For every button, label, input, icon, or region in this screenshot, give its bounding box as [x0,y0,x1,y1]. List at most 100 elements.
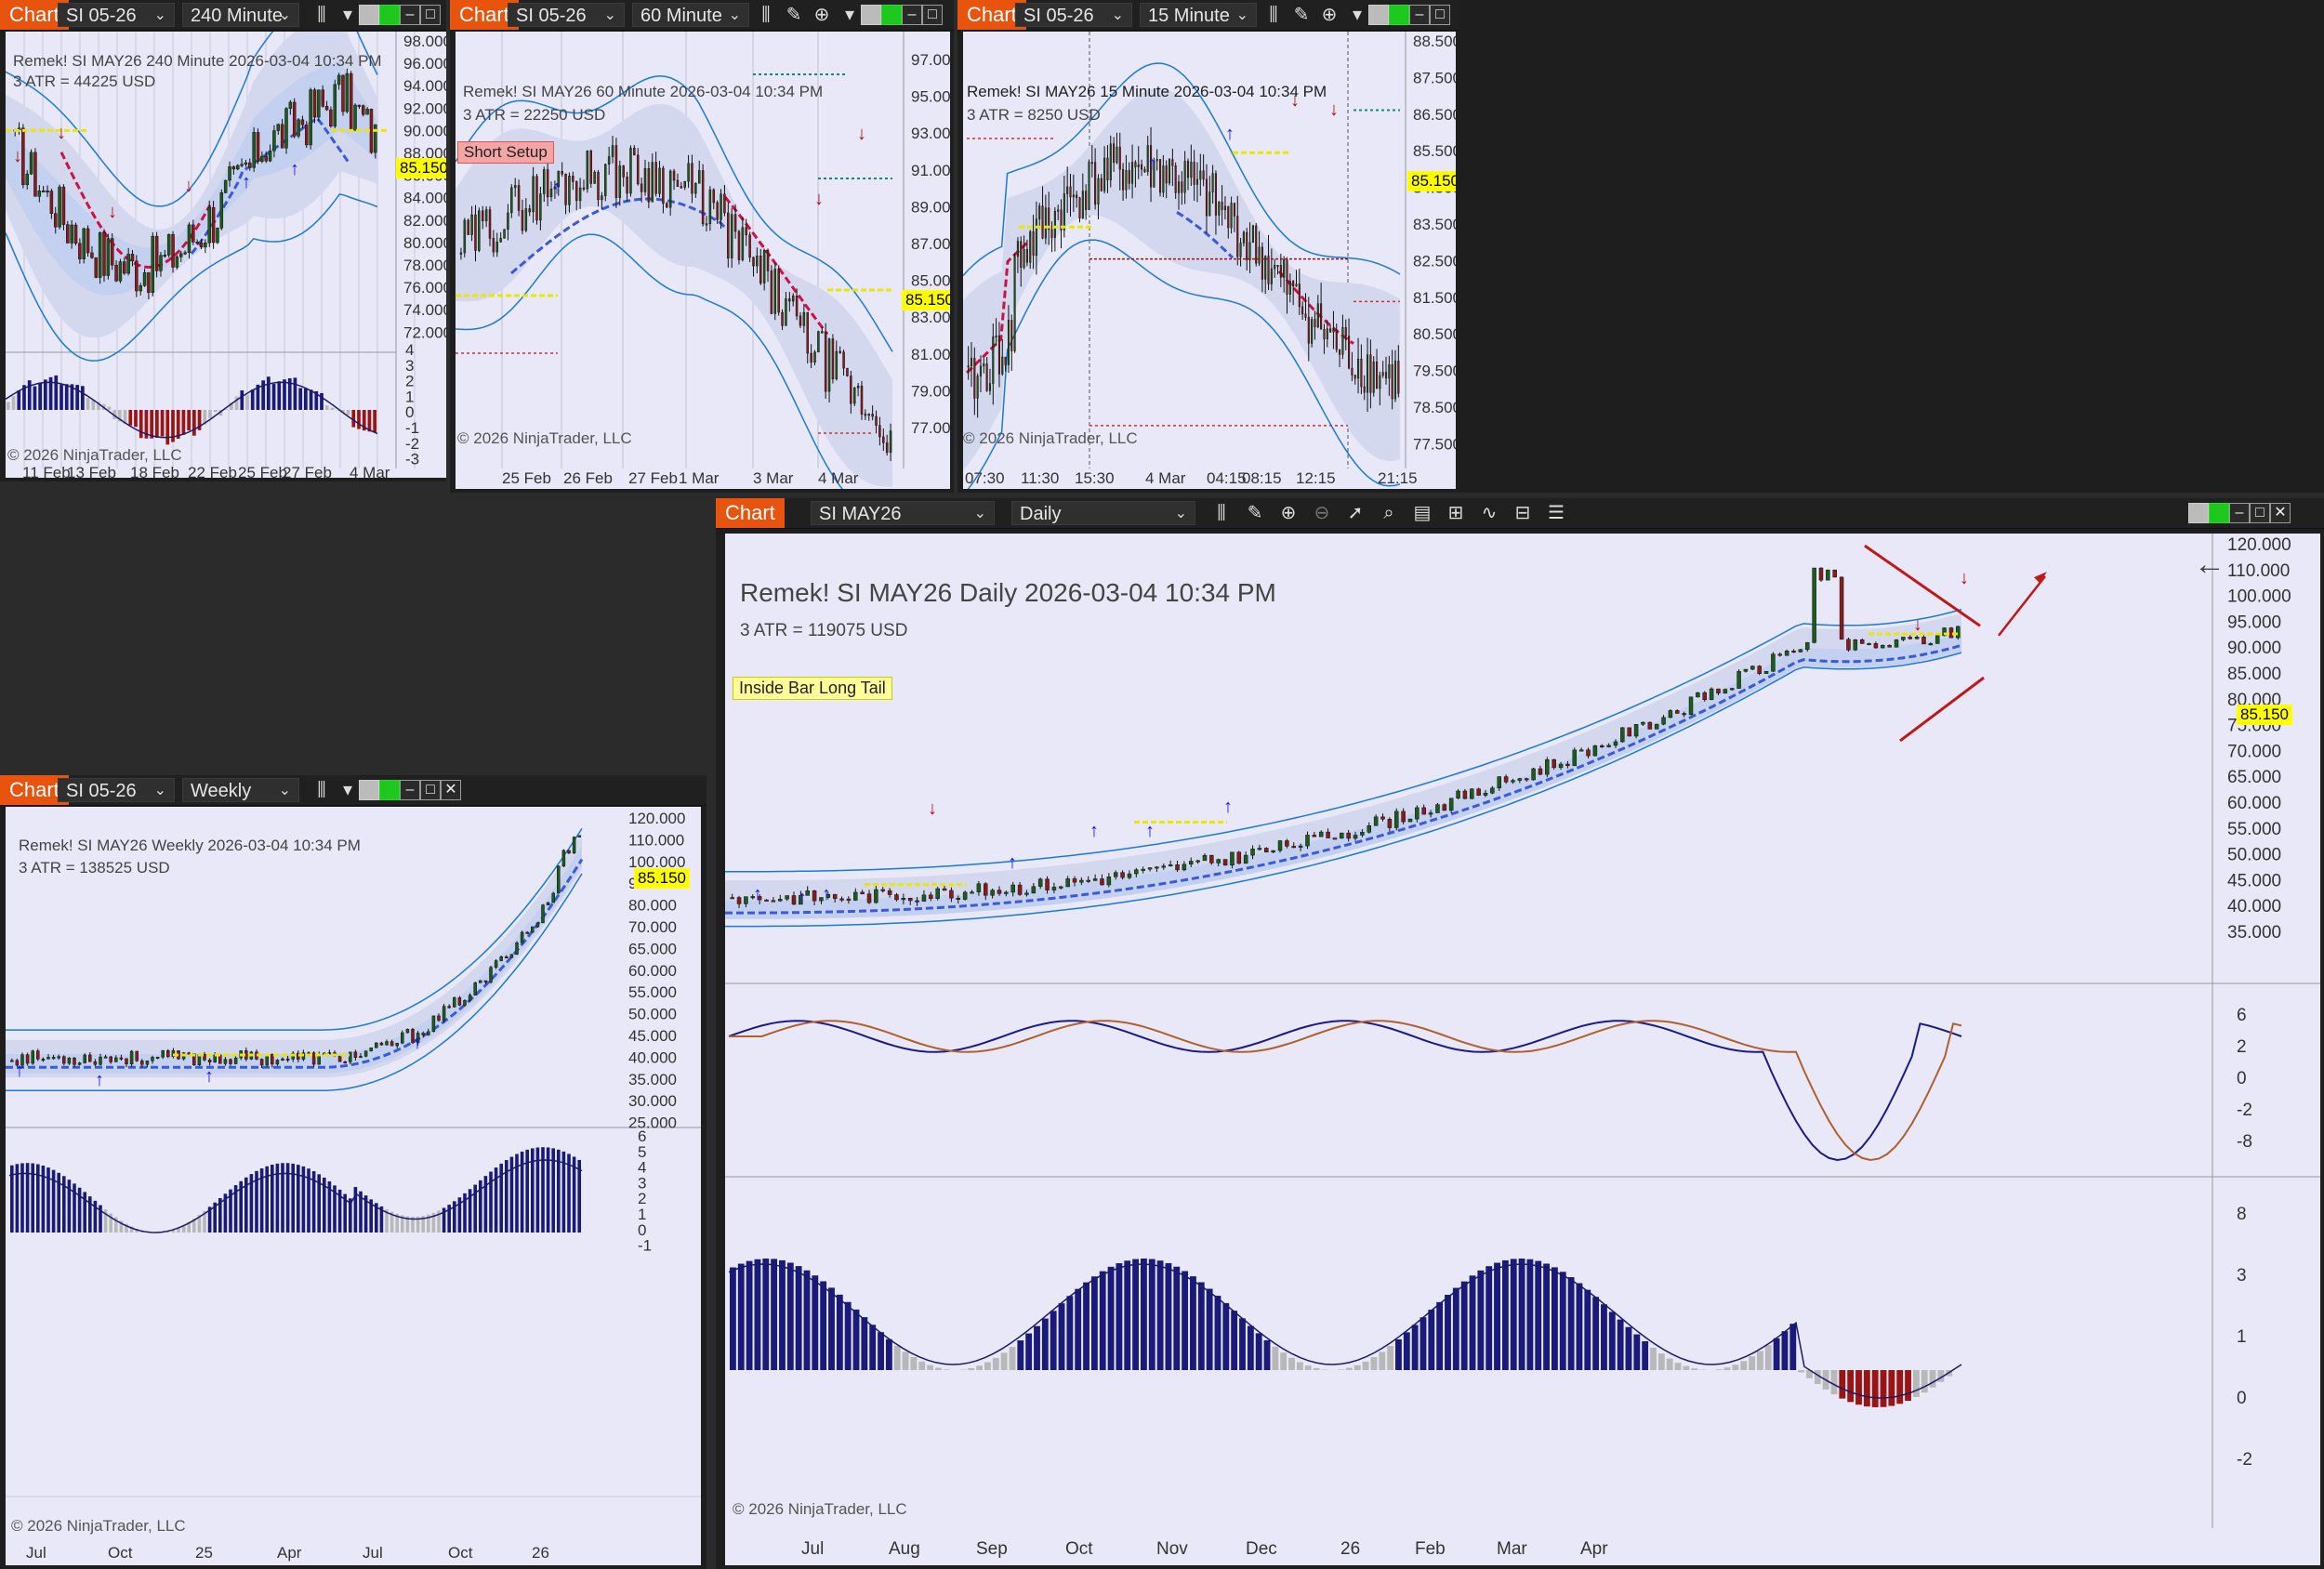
minimize-icon[interactable]: – [1409,5,1430,25]
instrument-selector[interactable]: SI 05-26 ⌄ [1015,3,1132,27]
minimize-icon[interactable]: – [400,5,420,25]
chart-canvas[interactable]: ↑↑↑↑120.000110.000100.00090.00080.00070.… [6,807,701,1565]
chart-canvas[interactable]: ↑ ↓ ↓ 97.000 95.000 93.000 91.000 89.000 87.000 8… [456,32,950,489]
oscillator-bar [59,384,63,410]
pointer-icon[interactable]: ➚ [1347,503,1364,523]
indicators-icon[interactable]: ∿ [1481,503,1498,523]
chart-canvas[interactable]: ↑ ↑ ↑ ↑ ↑ ↑ ↑ ↓ ↓ ↓ 120.000 110.000 100.000 95.000 90.… [725,534,2320,1565]
chart-canvas[interactable]: ↓ ↓ ↓ ↓ ↑ ↑ 98.000 96.000 94.000 92.000 90.000 88.0… [6,32,446,478]
close-icon[interactable]: ✕ [2270,503,2291,523]
chart-tab[interactable]: Chart [957,0,1026,30]
chart-tab[interactable]: Chart [450,0,519,30]
candle-body [1221,202,1223,210]
minimize-icon[interactable]: – [902,5,922,25]
oscillator-bar [22,385,26,410]
bar-style-icon[interactable]: ⫼ [1269,5,1278,25]
strategies-icon[interactable]: ⊞ [1447,503,1464,523]
chart-panel[interactable]: ↑ ↑ ↑ ↑ ↑ ↑ ↑ ↓ ↓ ↓ 120.000 110.000 100.000 95.000 90.… [725,534,2320,1565]
oscillator-bar [1592,1297,1600,1370]
candle-body [405,1028,410,1034]
oscillator-bar [327,1181,332,1233]
templates-icon[interactable]: ⊟ [1514,503,1531,523]
candle-body [1291,846,1296,849]
interval-selector[interactable]: 240 Minute ⌄ [182,3,299,27]
chart-panel[interactable]: ↑↑↑↑120.000110.000100.00090.00080.00070.… [6,807,701,1565]
instrument-selector[interactable]: SI 05-26 ⌄ [508,3,625,27]
chevron-down-icon[interactable]: ▾ [342,5,353,25]
oscillator-bar [320,392,324,410]
candle-body [1586,749,1591,757]
oscillator-bar [166,1231,170,1233]
minimize-icon[interactable]: – [400,780,420,800]
interval-selector[interactable]: 15 Minute ⌄ [1140,3,1257,27]
candle-body [1242,231,1245,244]
interval-selector[interactable]: 60 Minute ⌄ [632,3,749,27]
chart-tab[interactable]: Chart [716,498,785,528]
link-green-button[interactable] [379,780,400,800]
data-box-icon[interactable]: ⌕ [1383,503,1394,523]
maximize-icon[interactable]: □ [420,5,441,25]
interval-selector[interactable]: Weekly ⌄ [182,778,299,802]
draw-tool-icon[interactable]: ✎ [1293,5,1310,25]
chart-canvas[interactable]: ↑↑↓↓88.50087.50086.50085.50084.50083.500… [963,32,1456,489]
tab-gray-button[interactable] [359,780,379,800]
chart-panel[interactable]: ↑ ↓ ↓ 97.000 95.000 93.000 91.000 89.000 87.000 8… [456,32,950,489]
chart-tab[interactable]: Chart [0,0,69,30]
instrument-selector[interactable]: SI MAY26 ⌄ [811,501,995,525]
chevron-down-icon[interactable]: ▾ [844,5,855,25]
link-green-button[interactable] [881,5,902,25]
bar-style-icon[interactable]: ⫼ [317,780,326,800]
draw-tool-icon[interactable]: ✎ [1247,503,1263,523]
tab-gray-button[interactable] [2188,503,2209,523]
oscillator-bar [525,1149,529,1233]
minimize-icon[interactable]: – [2229,503,2250,523]
zoom-in-icon[interactable]: ⊕ [813,5,830,25]
tab-gray-button[interactable] [1368,5,1389,25]
candle-body [1620,727,1625,743]
zoom-in-icon[interactable]: ⊕ [1280,503,1297,523]
tab-gray-button[interactable] [359,5,379,25]
bar-style-icon[interactable]: ⫼ [1217,503,1226,523]
chevron-down-icon[interactable]: ▾ [1352,5,1363,25]
oscillator-bar [1436,1301,1444,1370]
link-green-button[interactable] [379,5,400,25]
tab-gray-button[interactable] [861,5,881,25]
draw-tool-icon[interactable]: ✎ [786,5,802,25]
candle-body [1641,721,1645,725]
candle-body [1859,639,1865,644]
chart-tab[interactable]: Chart [0,775,69,805]
maximize-icon[interactable]: □ [922,5,943,25]
oscillator-bar [250,389,255,410]
maximize-icon[interactable]: □ [420,780,441,800]
candle-body [878,425,881,438]
back-arrow-icon[interactable]: ← [2194,547,2225,582]
chevron-down-icon[interactable]: ▾ [342,780,353,800]
oscillator-bar [1518,1259,1525,1370]
maximize-icon[interactable]: □ [2250,503,2270,523]
bar-style-icon[interactable]: ⫼ [761,5,771,25]
interval-selector[interactable]: Daily ⌄ [1011,501,1195,525]
maximize-icon[interactable]: □ [1430,5,1450,25]
zoom-in-icon[interactable]: ⊕ [1321,5,1338,25]
candle-body [1901,637,1906,640]
copyright: © 2026 NinjaTrader, LLC [963,429,1138,447]
candle-body [567,850,571,854]
link-green-button[interactable] [1389,5,1409,25]
zoom-out-icon[interactable]: ⊖ [1314,503,1330,523]
bar-style-icon[interactable]: ⫼ [317,5,326,25]
chart-panel[interactable]: ↑↑↓↓88.50087.50086.50085.50084.50083.500… [963,32,1456,489]
candle-body [578,187,582,202]
oscillator-bar [15,1164,20,1233]
candle-body [551,892,555,903]
upper-band-line [6,827,583,1031]
close-icon[interactable]: ✕ [441,780,461,800]
oscillator-bar [1773,1338,1780,1370]
instrument-list-icon[interactable]: ☰ [1548,503,1565,523]
link-green-button[interactable] [2209,503,2229,523]
instrument-selector[interactable]: SI 05-26 ⌄ [58,778,175,802]
chart-panel[interactable]: ↓ ↓ ↓ ↓ ↑ ↑ 98.000 96.000 94.000 92.000 90.000 88.0… [6,32,446,478]
candle-body [25,173,29,186]
candle-body [716,202,719,220]
properties-icon[interactable]: ▤ [1413,503,1432,523]
instrument-selector[interactable]: SI 05-26 ⌄ [58,3,175,27]
